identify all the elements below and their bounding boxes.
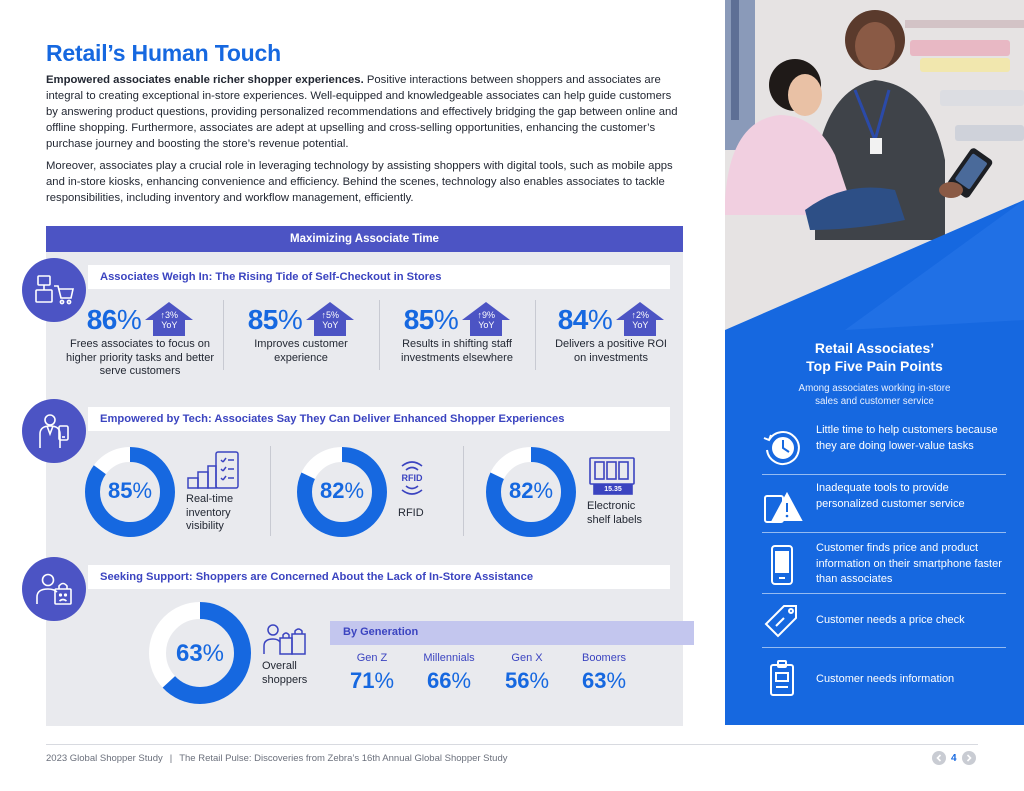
rfid-icon: RFID xyxy=(396,458,428,503)
inventory-checklist-icon xyxy=(186,450,242,495)
pain-point-text: Inadequate tools to provide personalized… xyxy=(816,482,965,510)
generation-stat: Gen Z 71% xyxy=(349,652,395,693)
next-page-button[interactable] xyxy=(961,751,976,765)
shopper-concern-icon xyxy=(22,557,86,621)
pain-point-text: Customer needs a price check xyxy=(816,614,965,626)
pain-point-item: Customer needs a price check xyxy=(760,600,1010,642)
divider xyxy=(762,647,1006,648)
section-support-heading: Seeking Support: Shoppers are Concerned … xyxy=(88,565,670,589)
donut-fill xyxy=(486,447,576,537)
donut-value: 82% xyxy=(319,478,365,503)
pain-point-item: Inadequate tools to provide personalized… xyxy=(760,482,1010,530)
section-self-checkout-heading: Associates Weigh In: The Rising Tide of … xyxy=(88,265,670,289)
stat-description: Delivers a positive ROI on investments xyxy=(555,338,667,364)
stat-card: 84% ↑2% YoY Delivers a positive ROI on in… xyxy=(538,298,684,365)
donut-fill xyxy=(297,447,387,537)
divider xyxy=(223,300,224,370)
pain-point-item: Customer finds price and product informa… xyxy=(760,542,1010,589)
yoy-up-arrow-icon: ↑9% YoY xyxy=(462,302,511,336)
donut-fill xyxy=(149,602,251,704)
page-number: 4 xyxy=(951,752,957,764)
overall-shoppers-donut xyxy=(149,602,251,704)
shelf-label-icon: 15.35 xyxy=(587,455,637,504)
clipboard-icon xyxy=(760,656,804,700)
divider xyxy=(463,446,464,536)
intro-paragraph-1: Empowered associates enable richer shopp… xyxy=(46,72,686,152)
stat-value: 86% xyxy=(86,304,142,335)
pain-points-title: Retail Associates’ Top Five Pain Points xyxy=(806,340,943,374)
stat-value: 85% xyxy=(403,304,459,335)
divider xyxy=(379,300,380,370)
price-tag-icon xyxy=(760,600,804,644)
previous-page-button[interactable] xyxy=(932,751,946,765)
divider xyxy=(762,593,1006,594)
self-checkout-icon xyxy=(22,258,86,322)
inventory-visibility-donut xyxy=(85,447,175,537)
intro-text: Empowered associates enable richer shopp… xyxy=(46,72,686,212)
stat-card: 85% ↑5% YoY Improves customer experience xyxy=(226,298,376,365)
rfid-donut xyxy=(297,447,387,537)
associate-with-device-icon xyxy=(22,399,86,463)
by-generation-band xyxy=(330,621,694,645)
yoy-up-arrow-icon: ↑2% YoY xyxy=(616,302,665,336)
footer-text: 2023 Global Shopper Study | The Retail Pul… xyxy=(46,753,508,764)
chevron-left-icon xyxy=(936,754,942,762)
divider xyxy=(762,532,1006,533)
yoy-up-arrow-icon: ↑5% YoY xyxy=(306,302,355,336)
donut-value: 85% xyxy=(107,478,153,503)
panel-banner: Maximizing Associate Time xyxy=(46,226,683,252)
yoy-up-arrow-icon: ↑3% YoY xyxy=(145,302,194,336)
clock-refresh-icon xyxy=(760,425,804,469)
tech-label: Real-time inventory visibility xyxy=(186,493,234,532)
stat-description: Results in shifting staff investments el… xyxy=(401,338,513,364)
intro-body: Positive interactions between shoppers a… xyxy=(46,74,678,150)
pain-points-subtitle: Among associates working in-store sales … xyxy=(798,383,951,407)
overall-label: Overall shoppers xyxy=(262,660,308,686)
pain-point-text: Customer finds price and product informa… xyxy=(816,542,1002,585)
smartphone-icon xyxy=(760,543,804,587)
generation-stat: Boomers 63% xyxy=(581,652,627,693)
intro-lead: Empowered associates enable richer shopp… xyxy=(46,74,364,86)
stat-description: Improves customer experience xyxy=(254,338,348,364)
pain-point-item: Customer needs information xyxy=(760,656,1010,700)
stat-card: 86% ↑3% YoY Frees associates to focus on … xyxy=(60,298,220,379)
stat-description: Frees associates to focus on higher prio… xyxy=(66,338,214,377)
stat-value: 84% xyxy=(557,304,613,335)
divider xyxy=(270,446,271,536)
intro-paragraph-2: Moreover, associates play a crucial role… xyxy=(46,160,673,204)
section-tech-heading: Empowered by Tech: Associates Say They C… xyxy=(88,407,670,431)
stat-value: 85% xyxy=(247,304,303,335)
tech-label: Electronic shelf labels xyxy=(587,500,643,526)
tech-label: RFID xyxy=(398,507,424,519)
footer-divider xyxy=(46,744,978,745)
pagination: 4 xyxy=(932,751,976,765)
chevron-right-icon xyxy=(966,754,972,762)
warning-tablet-icon xyxy=(760,486,804,530)
page-title: Retail’s Human Touch xyxy=(46,40,281,66)
pain-point-item: Little time to help customers because th… xyxy=(760,424,1010,473)
by-generation-title: By Generation xyxy=(343,626,419,638)
pain-point-text: Customer needs information xyxy=(816,673,955,685)
generation-stat: Millennials 66% xyxy=(423,652,475,693)
donut-value: 63% xyxy=(175,640,225,667)
donut-value: 82% xyxy=(508,478,554,503)
pain-point-text: Little time to help customers because th… xyxy=(816,424,998,452)
stat-card: 85% ↑9% YoY Results in shifting staff inv… xyxy=(382,298,532,365)
divider xyxy=(535,300,536,370)
shelf-labels-donut xyxy=(486,447,576,537)
divider xyxy=(762,474,1006,475)
donut-fill xyxy=(85,447,175,537)
shopper-bags-icon xyxy=(262,622,308,661)
generation-stat: Gen X 56% xyxy=(504,652,550,693)
